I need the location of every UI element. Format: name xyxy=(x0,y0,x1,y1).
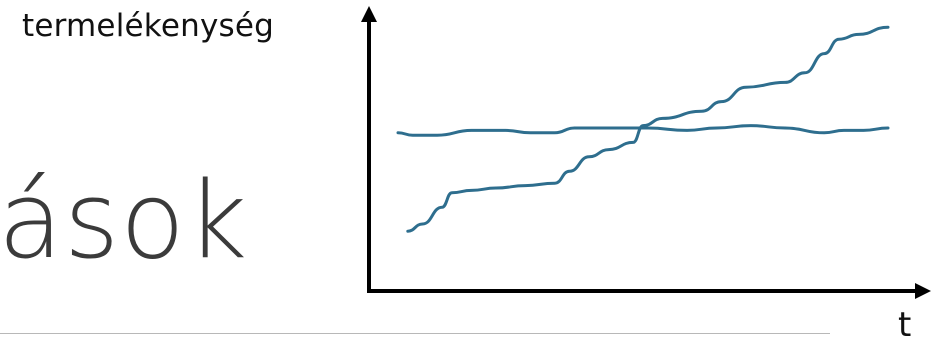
series-layer xyxy=(396,25,890,233)
y-axis xyxy=(361,6,377,292)
slide-title-fragment: ások xyxy=(0,159,249,282)
series-line-1 xyxy=(396,124,890,137)
series-line-2 xyxy=(406,25,890,233)
x-axis xyxy=(367,283,931,299)
y-axis-label: termelékenység xyxy=(22,8,274,44)
y-axis-arrowhead xyxy=(361,6,377,22)
x-axis-label: t xyxy=(898,305,912,345)
title-underline xyxy=(0,333,830,334)
x-axis-arrowhead xyxy=(915,283,931,299)
